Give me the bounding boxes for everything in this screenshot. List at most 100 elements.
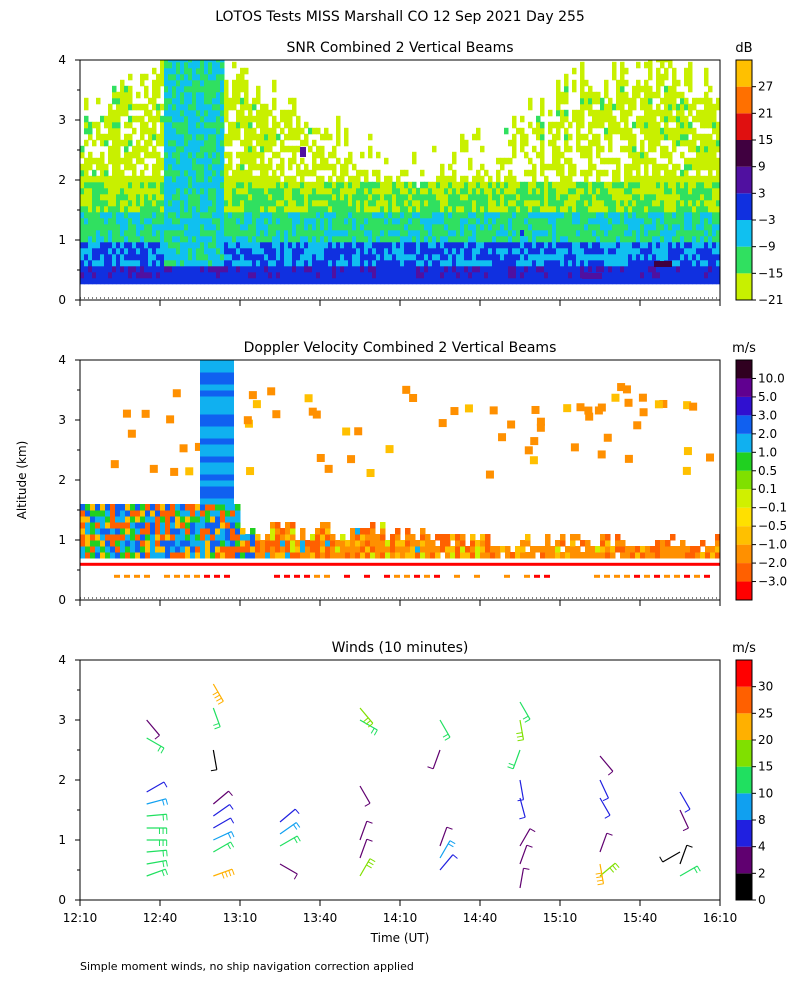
- snr-cell: [560, 181, 565, 189]
- snr-cell: [144, 91, 149, 99]
- snr-cell: [564, 211, 569, 219]
- snr-cell: [320, 241, 325, 249]
- snr-cell: [236, 109, 241, 117]
- snr-cell: [356, 235, 361, 243]
- snr-cell: [624, 277, 629, 285]
- snr-cell: [540, 247, 545, 255]
- velocity-cell: [605, 546, 611, 553]
- snr-cell: [176, 235, 181, 243]
- velocity-cell: [200, 360, 234, 367]
- snr-cell: [280, 271, 285, 279]
- snr-cell: [516, 259, 521, 267]
- snr-cell: [556, 247, 561, 255]
- velocity-cell: [305, 546, 311, 553]
- snr-cell: [580, 169, 585, 177]
- snr-cell: [108, 133, 113, 141]
- snr-cell: [228, 199, 233, 207]
- snr-cell: [592, 121, 597, 129]
- velocity-band: [404, 574, 410, 578]
- velocity-cell: [115, 552, 121, 559]
- snr-cell: [300, 259, 305, 267]
- snr-cell: [204, 235, 209, 243]
- snr-cell: [564, 235, 569, 243]
- snr-cell: [388, 199, 393, 207]
- snr-cell: [660, 199, 665, 207]
- snr-cell: [648, 121, 653, 129]
- snr-cell: [104, 181, 109, 189]
- velocity-cell: [645, 552, 651, 559]
- snr-cell: [664, 175, 669, 183]
- snr-cell: [688, 193, 693, 201]
- snr-cell: [116, 151, 121, 159]
- snr-cell: [88, 193, 93, 201]
- snr-cell: [372, 259, 377, 267]
- snr-cell: [680, 169, 685, 177]
- velocity-cell: [555, 546, 561, 553]
- snr-cell: [220, 247, 225, 255]
- snr-cell: [452, 169, 457, 177]
- snr-cell: [248, 235, 253, 243]
- snr-cell: [352, 193, 357, 201]
- snr-cell: [716, 229, 720, 237]
- snr-cell: [336, 175, 341, 183]
- snr-cell: [364, 199, 369, 207]
- velocity-cell: [175, 552, 181, 559]
- snr-cell: [308, 205, 313, 213]
- snr-cell: [688, 85, 693, 93]
- snr-cell: [664, 127, 669, 135]
- snr-cell: [604, 103, 609, 111]
- snr-cell: [180, 253, 185, 261]
- snr-cell: [168, 241, 173, 249]
- snr-cell: [132, 115, 137, 123]
- snr-cell: [184, 277, 189, 285]
- snr-cell: [564, 187, 569, 195]
- snr-cell: [140, 145, 145, 153]
- snr-cell: [420, 229, 425, 237]
- snr-cell: [392, 223, 397, 231]
- snr-cell: [488, 181, 493, 189]
- snr-cell: [552, 139, 557, 147]
- snr-cell: [364, 277, 369, 285]
- snr-cell: [572, 79, 577, 87]
- snr-cell: [136, 205, 141, 213]
- snr-cell: [144, 199, 149, 207]
- snr-cell: [544, 223, 549, 231]
- snr-cell: [708, 139, 713, 147]
- snr-cell: [256, 265, 261, 273]
- snr-cell: [688, 271, 693, 279]
- snr-cell: [396, 193, 401, 201]
- velocity-cell: [140, 546, 146, 553]
- snr-cell: [316, 211, 321, 219]
- snr-cell: [504, 271, 509, 279]
- snr-cell: [516, 199, 521, 207]
- snr-cell: [288, 247, 293, 255]
- snr-cell: [164, 217, 169, 225]
- snr-cell: [220, 235, 225, 243]
- snr-cell: [124, 193, 129, 201]
- snr-cell: [172, 163, 177, 171]
- snr-cell: [536, 253, 541, 261]
- snr-cell: [380, 223, 385, 231]
- snr-cell: [548, 127, 553, 135]
- snr-cell: [304, 277, 309, 285]
- snr-cell: [676, 175, 681, 183]
- velocity-band: [124, 574, 130, 578]
- snr-cell: [500, 277, 505, 285]
- velocity-band: [364, 574, 370, 578]
- snr-cell: [512, 187, 517, 195]
- snr-cell: [460, 193, 465, 201]
- velocity-cell: [490, 546, 496, 553]
- velocity-cell: [215, 522, 221, 529]
- snr-cell: [676, 277, 681, 285]
- snr-cell: [460, 133, 465, 141]
- snr-cell: [120, 103, 125, 111]
- snr-cell: [204, 271, 209, 279]
- snr-cell: [508, 265, 513, 273]
- snr-cell: [452, 217, 457, 225]
- velocity-cell: [312, 410, 321, 419]
- snr-cell: [392, 247, 397, 255]
- snr-cell: [624, 163, 629, 171]
- snr-cell: [132, 181, 137, 189]
- snr-cell: [400, 169, 405, 177]
- snr-cell: [572, 259, 577, 267]
